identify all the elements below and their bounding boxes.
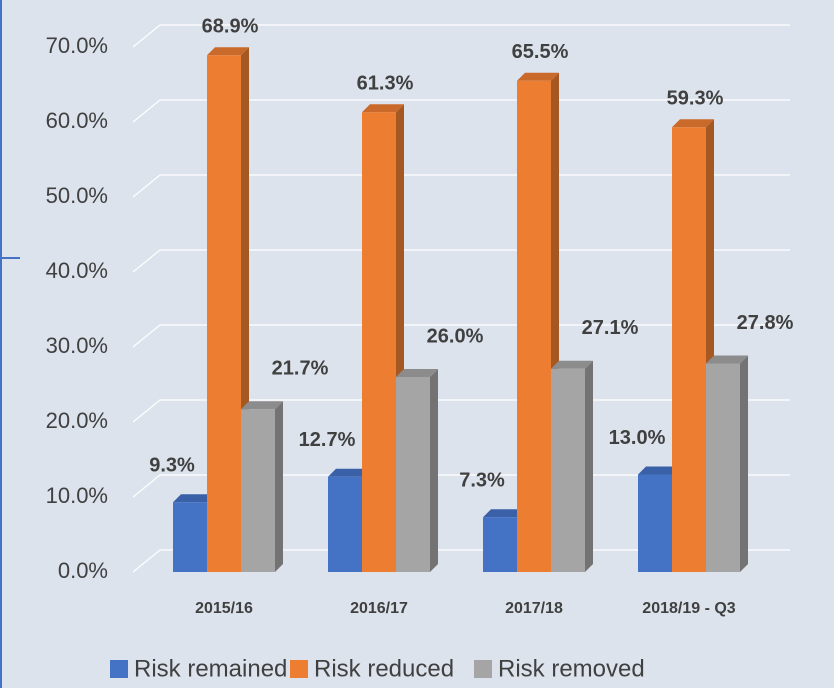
bar-face xyxy=(517,80,551,572)
grid-line xyxy=(132,324,790,348)
legend-swatch xyxy=(290,660,308,678)
bar-face xyxy=(207,55,241,572)
y-tick-label: 10.0% xyxy=(46,483,108,508)
bar-face xyxy=(672,119,714,128)
bar-face xyxy=(362,104,404,113)
value-label: 21.7% xyxy=(272,358,329,380)
value-label: 27.8% xyxy=(737,312,794,334)
x-tick-label: 2016/17 xyxy=(350,600,408,617)
bar xyxy=(706,355,748,572)
y-tick-label: 30.0% xyxy=(46,333,108,358)
bar xyxy=(551,360,593,572)
value-label: 59.3% xyxy=(667,88,724,110)
bar-face xyxy=(483,509,525,518)
bar-face xyxy=(483,517,517,572)
bar-face xyxy=(173,502,207,572)
bar xyxy=(241,401,283,572)
bar-face xyxy=(638,466,680,475)
bar-face xyxy=(275,401,283,572)
y-tick-label: 50.0% xyxy=(46,183,108,208)
grid-line xyxy=(132,99,790,123)
legend-label: Risk remained xyxy=(134,655,287,682)
grid-line xyxy=(132,174,790,198)
legend-swatch xyxy=(110,660,128,678)
grid-line xyxy=(132,24,790,48)
grid-line xyxy=(132,249,790,273)
legend-label: Risk removed xyxy=(498,655,645,682)
value-label: 12.7% xyxy=(299,429,356,451)
bar-face xyxy=(706,363,740,572)
bar-face xyxy=(241,409,275,572)
bar-face xyxy=(517,72,559,81)
bar-face xyxy=(672,127,706,572)
x-tick-label: 2017/18 xyxy=(505,600,563,617)
legend-label: Risk reduced xyxy=(314,655,454,682)
value-label: 9.3% xyxy=(149,455,195,477)
y-tick-label: 40.0% xyxy=(46,258,108,283)
value-label: 27.1% xyxy=(582,317,639,339)
x-tick-label: 2018/19 - Q3 xyxy=(642,600,736,617)
bar-face xyxy=(328,476,362,572)
bar-face xyxy=(207,47,249,56)
y-tick-label: 20.0% xyxy=(46,408,108,433)
x-tick-label: 2015/16 xyxy=(195,600,253,617)
value-label: 26.0% xyxy=(427,325,484,347)
value-label: 13.0% xyxy=(609,427,666,449)
value-label: 61.3% xyxy=(357,73,414,95)
legend-swatch xyxy=(474,660,492,678)
y-tick-label: 0.0% xyxy=(58,558,108,583)
bar-face xyxy=(638,474,672,572)
value-label: 7.3% xyxy=(459,470,505,492)
bar-face xyxy=(740,355,748,572)
value-label: 68.9% xyxy=(202,16,259,38)
bar xyxy=(396,369,438,572)
y-tick-label: 70.0% xyxy=(46,33,108,58)
bar-face xyxy=(396,377,430,572)
bar-face xyxy=(241,401,283,410)
y-tick-label: 60.0% xyxy=(46,108,108,133)
bar-face xyxy=(396,369,438,377)
bar-face xyxy=(430,369,438,572)
bar-face xyxy=(173,494,215,503)
bar-face xyxy=(551,360,593,369)
bar-face xyxy=(551,368,585,572)
bar-face xyxy=(362,112,396,572)
bar-face xyxy=(328,468,370,477)
value-label: 65.5% xyxy=(512,41,569,63)
bar-face xyxy=(585,360,593,572)
bar-face xyxy=(706,355,748,364)
